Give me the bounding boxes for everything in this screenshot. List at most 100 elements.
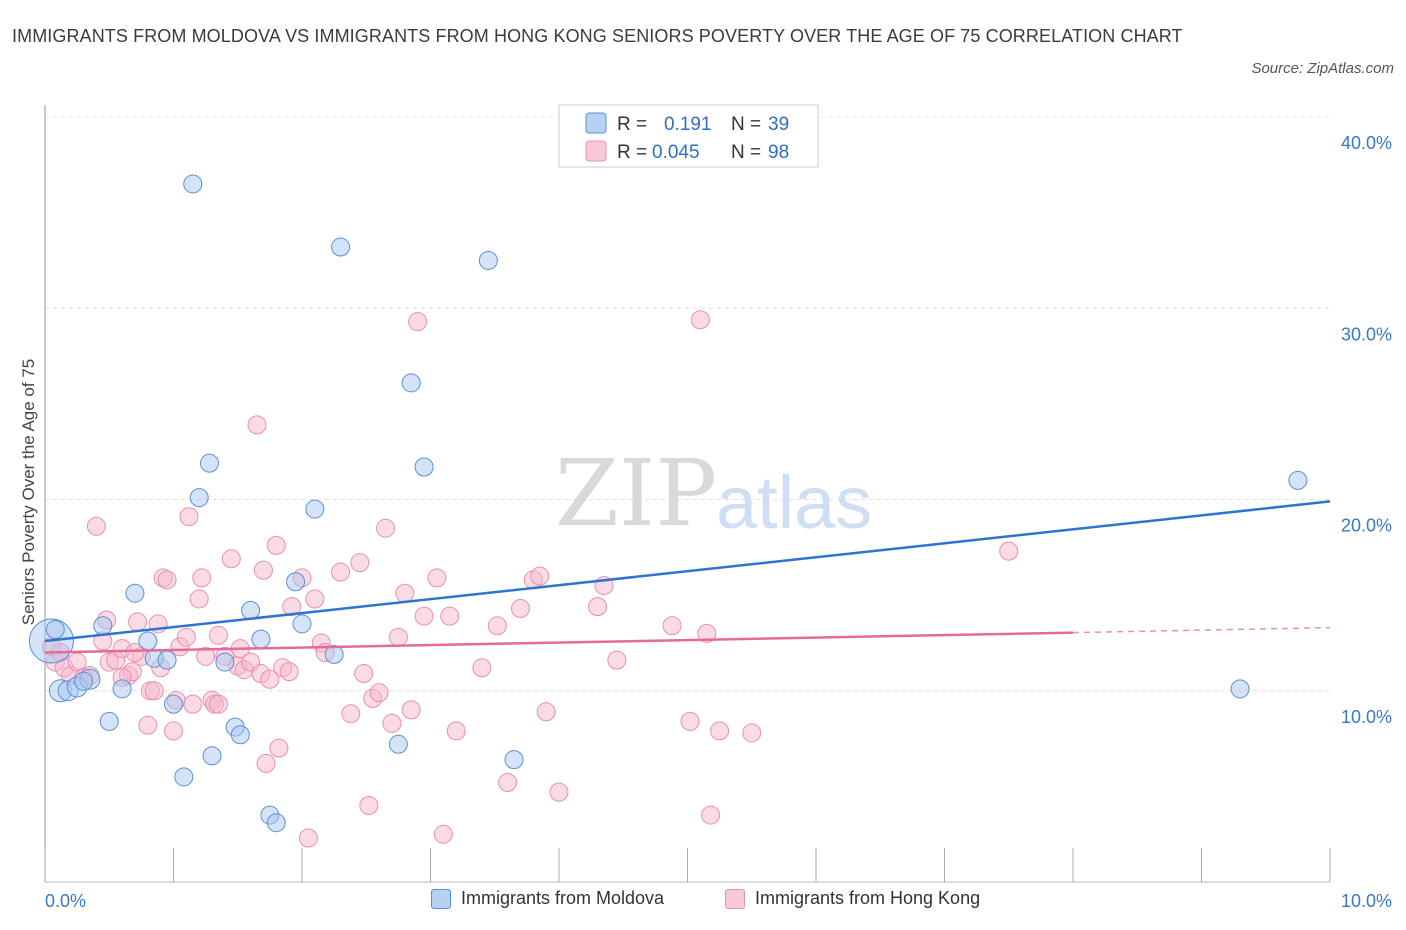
hong-kong-point bbox=[221, 549, 241, 569]
watermark-atlas: atlas bbox=[716, 461, 872, 544]
hong-kong-point bbox=[440, 606, 460, 626]
hong-kong-point bbox=[176, 627, 196, 647]
hong-kong-point bbox=[388, 627, 408, 647]
hong-kong-point bbox=[446, 721, 466, 741]
hong-kong-point bbox=[138, 715, 158, 735]
y-axis-label: Seniors Poverty Over the Age of 75 bbox=[19, 359, 38, 625]
hong-kong-point bbox=[208, 694, 228, 714]
moldova-point bbox=[331, 237, 351, 257]
hong-kong-point bbox=[536, 702, 556, 722]
moldova-point bbox=[286, 572, 306, 592]
moldova-point bbox=[266, 813, 286, 833]
hong-kong-point bbox=[354, 664, 374, 684]
trend-lines bbox=[44, 500, 1331, 654]
legend-r-label-hong-kong: R = bbox=[617, 142, 647, 163]
hong-kong-point bbox=[192, 568, 212, 588]
hong-kong-point bbox=[530, 566, 550, 586]
hong-kong-point bbox=[305, 589, 325, 609]
y-tick-label-3: 40.0% bbox=[1341, 133, 1392, 153]
moldova-point bbox=[125, 583, 145, 603]
hong-kong-point bbox=[350, 553, 370, 573]
hong-kong-point bbox=[382, 713, 402, 733]
hong-kong-point bbox=[269, 738, 289, 758]
hong-kong-point bbox=[128, 612, 148, 632]
hong-kong-point bbox=[260, 669, 280, 689]
moldova-point bbox=[478, 250, 498, 270]
moldova-point bbox=[164, 694, 183, 714]
chart-title: IMMIGRANTS FROM MOLDOVA VS IMMIGRANTS FR… bbox=[12, 26, 1183, 46]
bottom-legend-swatch-hong-kong bbox=[725, 888, 745, 909]
bottom-legend: Immigrants from Moldova Immigrants from … bbox=[0, 888, 1406, 918]
hong-kong-point bbox=[498, 773, 518, 793]
moldova-point bbox=[251, 629, 271, 649]
hong-kong-point bbox=[510, 599, 530, 619]
moldova-point bbox=[241, 600, 261, 620]
hong-kong-point bbox=[588, 597, 608, 617]
hong-kong-point bbox=[331, 562, 351, 582]
bottom-legend-item-moldova: Immigrants from Moldova bbox=[431, 888, 664, 909]
hong-kong-point bbox=[680, 711, 700, 731]
moldova-point bbox=[74, 671, 94, 691]
legend-swatch-moldova bbox=[585, 112, 607, 134]
watermark: ZIP atlas bbox=[555, 440, 872, 547]
moldova-point bbox=[414, 457, 434, 477]
moldova-point bbox=[199, 453, 219, 473]
legend-n-value-moldova: 39 bbox=[768, 114, 789, 135]
hong-kong-point bbox=[208, 625, 228, 645]
hong-kong-point bbox=[298, 828, 318, 848]
hong-kong-point bbox=[144, 681, 164, 701]
moldova-point bbox=[504, 750, 524, 770]
legend-n-label-hong-kong: N = bbox=[731, 142, 761, 163]
hong-kong-point bbox=[395, 583, 415, 603]
hong-kong-point bbox=[359, 796, 379, 815]
hong-kong-point bbox=[433, 824, 453, 844]
hong-kong-point bbox=[183, 694, 203, 714]
legend-r-label-moldova: R = bbox=[617, 114, 647, 135]
hong-kong-point bbox=[401, 700, 421, 720]
bottom-legend-label-moldova: Immigrants from Moldova bbox=[461, 888, 665, 908]
moldova-point bbox=[215, 652, 235, 672]
hong-kong-point bbox=[369, 683, 389, 703]
moldova-point bbox=[45, 620, 65, 640]
moldova-point bbox=[1230, 679, 1250, 699]
moldova-point bbox=[324, 644, 344, 664]
hong-kong-point bbox=[253, 560, 273, 580]
hong-kong-point bbox=[690, 310, 710, 330]
moldova-point bbox=[401, 373, 421, 393]
hong-kong-point bbox=[376, 518, 396, 538]
axes bbox=[44, 105, 1331, 883]
moldova-point bbox=[388, 734, 408, 754]
moldova-point bbox=[138, 631, 158, 651]
bottom-legend-item-hong-kong: Immigrants from Hong Kong bbox=[725, 888, 980, 909]
hong-kong-point bbox=[266, 535, 286, 555]
hong-kong-point bbox=[999, 541, 1019, 561]
hong-kong-point bbox=[662, 616, 682, 636]
moldova-point bbox=[93, 616, 113, 636]
hong-kong-point bbox=[472, 658, 492, 678]
hong-kong-point bbox=[196, 646, 216, 666]
hong-kong-point bbox=[279, 662, 299, 682]
legend-swatch-hong-kong bbox=[585, 140, 607, 162]
legend-n-value-hong-kong: 98 bbox=[768, 142, 789, 163]
moldova-point bbox=[292, 614, 312, 634]
moldova-point bbox=[305, 499, 325, 519]
moldova-point bbox=[157, 650, 177, 670]
chart-source: Source: ZipAtlas.com bbox=[1251, 60, 1394, 77]
hong-kong-trend-line-extension bbox=[1072, 626, 1331, 634]
moldova-point bbox=[183, 174, 203, 194]
hong-kong-point bbox=[701, 805, 721, 825]
hong-kong-point bbox=[607, 650, 627, 670]
legend-r-value-moldova: 0.191 bbox=[664, 114, 712, 135]
y-tick-labels: 10.0% 20.0% 30.0% 40.0% bbox=[1341, 133, 1392, 727]
bottom-legend-swatch-moldova bbox=[431, 888, 451, 909]
hong-kong-point bbox=[189, 589, 209, 609]
hong-kong-point bbox=[487, 616, 507, 636]
moldova-point bbox=[174, 767, 194, 787]
legend-box: R = 0.191 N = 39 R = 0.045 N = 98 bbox=[558, 104, 819, 168]
hong-kong-point bbox=[86, 516, 106, 536]
hong-kong-point bbox=[179, 507, 199, 527]
hong-kong-point bbox=[697, 623, 717, 643]
y-tick-label-2: 30.0% bbox=[1341, 324, 1392, 344]
x-tick-label-min: 0.0% bbox=[45, 891, 86, 911]
